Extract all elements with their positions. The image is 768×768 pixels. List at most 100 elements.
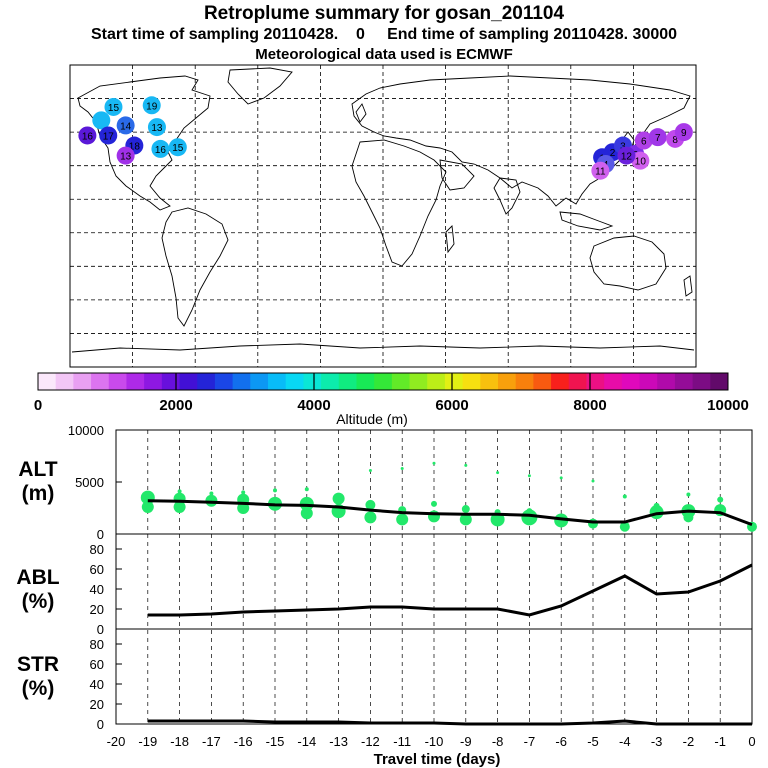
colorbar-cell bbox=[444, 373, 464, 390]
colorbar-cell bbox=[391, 373, 411, 390]
colorbar-cell bbox=[409, 373, 428, 390]
alt-plume-point bbox=[526, 508, 533, 515]
plume-marker bbox=[99, 126, 118, 145]
colorbar-cell bbox=[480, 373, 499, 390]
alt-plume-point bbox=[173, 500, 186, 513]
colorbar-cell bbox=[462, 373, 481, 390]
alt-plume-point bbox=[396, 513, 409, 526]
x-tick-label: -2 bbox=[683, 734, 695, 749]
plume-marker bbox=[142, 96, 161, 115]
alt-plume-point bbox=[490, 512, 505, 527]
colorbar-tick-label: 2000 bbox=[159, 397, 192, 414]
world-map-panel: 15191413161718131615123456789101112 bbox=[69, 64, 697, 368]
str-y-tick-label: 40 bbox=[90, 677, 104, 692]
colorbar-cell bbox=[338, 373, 357, 390]
plume-marker-label: 15 bbox=[172, 143, 184, 154]
colorbar-tick-label: 4000 bbox=[297, 397, 330, 414]
x-tick-label: -5 bbox=[587, 734, 599, 749]
colorbar-cell bbox=[232, 373, 251, 390]
x-tick-labels: -20 -19 -18 -17 -16 -15 -14 -13 -12 -11 -10 -9 -8 -7-… bbox=[107, 734, 756, 749]
colorbar-cell bbox=[126, 373, 145, 390]
plume-marker-label: 14 bbox=[120, 121, 132, 132]
colorbar-cell bbox=[515, 373, 534, 390]
alt-plume-point bbox=[300, 507, 313, 520]
alt-plume-point bbox=[653, 502, 660, 509]
plume-marker bbox=[78, 126, 97, 145]
alt-plume-point bbox=[273, 488, 277, 493]
colorbar-cell bbox=[55, 373, 74, 390]
plume-marker-label: 13 bbox=[151, 123, 163, 134]
map-gridlines bbox=[70, 65, 696, 367]
abl-line bbox=[147, 563, 753, 617]
colorbar-cell bbox=[621, 373, 641, 390]
colorbar-cell bbox=[533, 373, 552, 390]
alt-plume-point bbox=[177, 489, 182, 494]
colorbar-cell bbox=[639, 373, 658, 390]
colorbar-cell bbox=[268, 373, 287, 390]
plume-marker bbox=[151, 139, 170, 158]
plume-marker bbox=[168, 138, 187, 157]
alt-plume-point bbox=[717, 496, 724, 503]
alt-plume-point bbox=[622, 494, 627, 499]
str-ylabel-1: STR bbox=[17, 653, 59, 676]
colorbar-cell bbox=[73, 373, 92, 390]
x-tick-label: -15 bbox=[266, 734, 285, 749]
plume-marker-label: 12 bbox=[621, 152, 633, 163]
alt-ylabel-1: ALT bbox=[18, 458, 57, 481]
x-tick-label: -4 bbox=[619, 734, 631, 749]
colorbar-cell bbox=[250, 373, 269, 390]
plume-marker-label: 7 bbox=[655, 133, 661, 144]
abl-ylabel-2: (%) bbox=[22, 590, 55, 613]
plume-marker bbox=[591, 161, 610, 180]
plume-marker bbox=[674, 123, 693, 142]
colorbar-cell bbox=[161, 373, 181, 390]
colorbar-cell bbox=[427, 373, 446, 390]
x-tick-label: 0 bbox=[748, 734, 755, 749]
abl-y-tick-label: 40 bbox=[90, 582, 104, 597]
colorbar-cell bbox=[551, 373, 570, 390]
alt-plume-point bbox=[237, 502, 250, 514]
plume-marker bbox=[116, 116, 135, 135]
continent-outlines bbox=[71, 67, 695, 353]
colorbar-cell bbox=[285, 373, 304, 390]
alt-ylabel-2: (m) bbox=[22, 482, 55, 505]
colorbar-cell bbox=[38, 373, 57, 390]
alt-plume-point bbox=[299, 496, 314, 511]
end-time-label: End time of sampling 20110428. 30000 bbox=[387, 26, 678, 43]
alt-y-tick-label: 10000 bbox=[68, 423, 104, 438]
x-tick-label: -10 bbox=[425, 734, 444, 749]
alt-plume-point bbox=[365, 499, 376, 510]
plume-marker bbox=[617, 146, 636, 165]
colorbar-cell bbox=[374, 373, 393, 390]
colorbar-cell bbox=[657, 373, 676, 390]
abl-y-tick-label: 60 bbox=[90, 562, 104, 577]
x-tick-label: -6 bbox=[555, 734, 567, 749]
met-data-label: Meteorological data used is ECMWF bbox=[255, 46, 513, 63]
alt-plume-point bbox=[141, 500, 154, 513]
x-tick-label: -11 bbox=[393, 734, 411, 749]
altitude-colorbar: 0 2000 4000 6000 8000 10000 Altitude (m) bbox=[34, 372, 749, 427]
plume-markers: 15191413161718131615123456789101112 bbox=[78, 96, 693, 180]
plume-marker-label: 19 bbox=[146, 101, 158, 112]
alt-plume-point bbox=[559, 476, 563, 480]
alt-plume-point bbox=[554, 513, 569, 528]
start-time-value: 0 bbox=[355, 26, 365, 43]
alt-plume-point bbox=[464, 463, 468, 467]
plume-marker bbox=[147, 118, 166, 137]
plume-marker-label: 15 bbox=[108, 103, 120, 114]
colorbar-cell bbox=[586, 373, 605, 390]
alt-plume-point bbox=[431, 500, 437, 507]
x-tick-label: -7 bbox=[524, 734, 536, 749]
colorbar-tick-label: 6000 bbox=[435, 397, 468, 414]
plume-marker bbox=[92, 111, 111, 130]
colorbar-cell bbox=[321, 373, 340, 390]
plume-marker bbox=[116, 146, 135, 165]
colorbar-cell bbox=[692, 373, 711, 390]
colorbar-cell bbox=[356, 373, 375, 390]
plume-marker-label: 16 bbox=[82, 131, 94, 142]
plume-marker bbox=[631, 151, 650, 170]
colorbar-cell bbox=[674, 373, 694, 390]
plume-marker-label: 9 bbox=[681, 128, 687, 139]
x-tick-label: -18 bbox=[170, 734, 189, 749]
alt-plume-point bbox=[588, 518, 598, 529]
